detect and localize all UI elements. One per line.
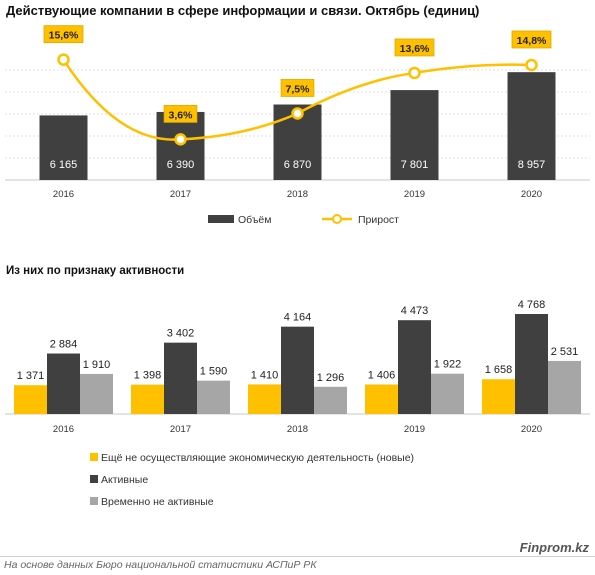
- growth-value-label: 3,6%: [169, 109, 194, 121]
- bar-value-label: 4 164: [284, 312, 312, 324]
- x-tick-label: 2020: [521, 189, 542, 200]
- segment-bar: [482, 379, 515, 414]
- volume-bar: [390, 90, 439, 180]
- growth-point: [57, 53, 70, 66]
- bar-value-label: 4 768: [518, 299, 546, 311]
- segment-bar: [431, 373, 464, 414]
- legend-label: Активные: [101, 474, 148, 486]
- legend-swatch: [90, 475, 98, 483]
- bar-value-label: 1 410: [251, 369, 279, 381]
- growth-point: [525, 58, 538, 72]
- x-tick-label: 2019: [404, 424, 425, 435]
- legend-label-growth: Прирост: [358, 214, 399, 226]
- growth-label-box: [163, 104, 198, 123]
- bar-value-label: 6 165: [50, 159, 78, 171]
- bar-value-label: 1 296: [317, 372, 345, 384]
- segment-bar: [365, 384, 398, 414]
- chart-subtitle: Из них по признаку активности: [6, 265, 185, 277]
- segment-bar: [197, 380, 230, 414]
- x-tick-label: 2016: [53, 424, 74, 435]
- volume-bar: [156, 111, 205, 180]
- segment-bar: [164, 342, 197, 414]
- growth-label-box: [43, 25, 84, 44]
- x-tick-label: 2016: [53, 189, 74, 200]
- legend-swatch: [90, 497, 98, 505]
- segment-bar: [398, 320, 431, 414]
- footer-divider: [0, 556, 595, 557]
- bar-value-label: 2 884: [50, 339, 78, 351]
- growth-value-label: 15,6%: [49, 30, 79, 42]
- bar-value-label: 1 910: [83, 359, 111, 371]
- growth-label-box: [511, 30, 552, 49]
- bar-value-label: 6 870: [284, 159, 312, 171]
- growth-value-label: 13,6%: [400, 43, 430, 55]
- source-note: На основе данных Бюро национальной стати…: [4, 559, 317, 571]
- bar-value-label: 7 801: [401, 159, 429, 171]
- growth-point: [174, 133, 187, 146]
- segment-bar: [131, 384, 164, 414]
- bar-value-label: 1 590: [200, 366, 228, 378]
- bar-value-label: 4 473: [401, 305, 429, 317]
- legend-label: Временно не активные: [101, 496, 214, 508]
- growth-label-box: [394, 38, 435, 57]
- growth-label-box: [280, 79, 315, 97]
- bar-value-label: 6 390: [167, 159, 195, 171]
- bar-value-label: 1 922: [434, 359, 462, 371]
- growth-point: [408, 66, 421, 80]
- bar-value-label: 3 402: [167, 328, 195, 340]
- volume-bar: [507, 72, 556, 180]
- segment-bar: [47, 353, 80, 414]
- brand-logo: Finprom.kz: [519, 540, 589, 555]
- x-tick-label: 2018: [287, 189, 308, 200]
- bar-value-label: 8 957: [518, 159, 546, 171]
- legend-label-volume: Объём: [238, 214, 271, 226]
- growth-value-label: 14,8%: [517, 35, 547, 47]
- chart-title: Действующие компании в сфере информации …: [6, 3, 480, 18]
- bar-value-label: 1 371: [17, 370, 45, 382]
- bar-value-label: 2 531: [551, 346, 579, 358]
- segment-bar: [515, 314, 548, 414]
- segment-bar: [80, 373, 113, 414]
- volume-bar: [39, 115, 88, 180]
- x-tick-label: 2018: [287, 424, 308, 435]
- bar-value-label: 1 398: [134, 370, 162, 382]
- growth-point: [291, 107, 304, 120]
- legend-label: Ещё не осуществляющие экономическую деят…: [101, 452, 414, 464]
- x-tick-label: 2017: [170, 189, 191, 200]
- growth-value-label: 7,5%: [286, 83, 311, 95]
- segment-bar: [314, 386, 347, 414]
- x-tick-label: 2017: [170, 424, 191, 435]
- segment-bar: [281, 326, 314, 414]
- segment-bar: [248, 384, 281, 414]
- legend-swatch: [90, 453, 98, 461]
- bar-value-label: 1 658: [485, 364, 513, 376]
- legend-marker-growth: [332, 214, 342, 224]
- segment-bar: [548, 360, 581, 414]
- bar-value-label: 1 406: [368, 370, 396, 382]
- legend-swatch-volume: [208, 215, 234, 223]
- segment-bar: [14, 385, 47, 414]
- x-tick-label: 2019: [404, 189, 425, 200]
- x-tick-label: 2020: [521, 424, 542, 435]
